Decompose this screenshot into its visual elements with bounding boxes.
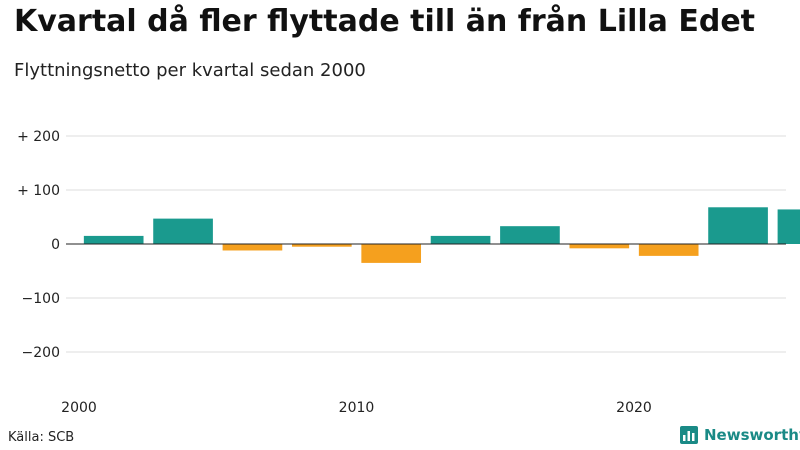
chart-subtitle: Flyttningsnetto per kvartal sedan 2000 xyxy=(14,60,366,81)
y-tick-label: −200 xyxy=(22,345,60,361)
bar xyxy=(153,218,213,244)
bar xyxy=(777,209,800,244)
y-tick-label: −100 xyxy=(22,291,60,307)
bar xyxy=(430,235,491,244)
y-tick-label: 0 xyxy=(51,237,60,253)
x-tick-label: 2020 xyxy=(616,400,652,416)
bar xyxy=(291,244,352,247)
x-tick-label: 2010 xyxy=(339,400,375,416)
newsworthy-logo[interactable]: Newsworthy xyxy=(680,426,800,444)
bar xyxy=(361,244,422,263)
bar xyxy=(708,207,768,244)
brand-name: Newsworthy xyxy=(704,426,800,444)
bar xyxy=(222,244,283,251)
y-tick-label: + 200 xyxy=(17,129,60,145)
bar xyxy=(569,244,630,249)
bar xyxy=(638,244,699,256)
y-tick-label: + 100 xyxy=(17,183,60,199)
bar xyxy=(500,226,560,244)
bar xyxy=(83,235,144,244)
newsworthy-chart-icon xyxy=(680,426,698,444)
x-tick-label: 2000 xyxy=(61,400,97,416)
source-note: Källa: SCB xyxy=(8,430,75,445)
chart-title: Kvartal då fler flyttade till än från Li… xyxy=(14,4,756,39)
